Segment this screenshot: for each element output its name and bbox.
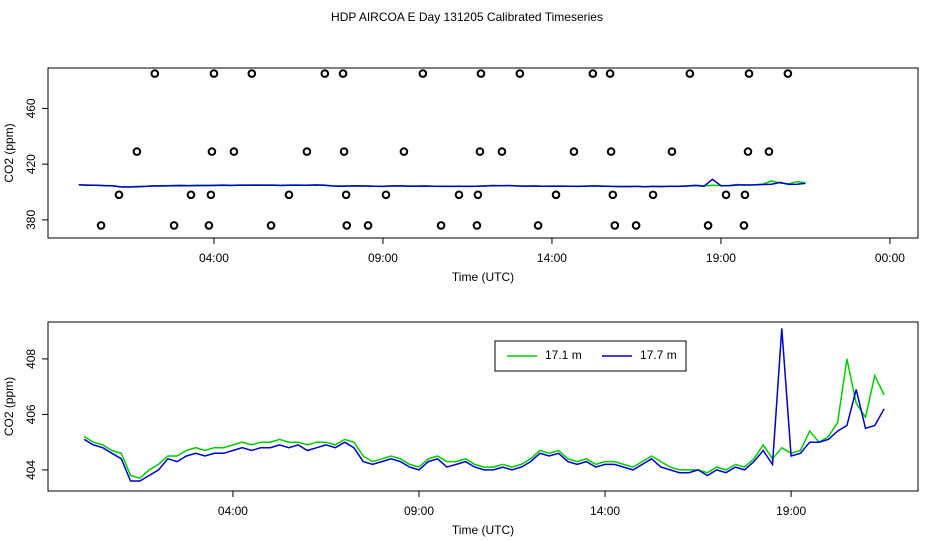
point [685,69,695,78]
point [302,147,312,156]
x-tick-label: 00:00 [875,251,905,265]
point [186,190,196,200]
chart-title: HDP AIRCOA E Day 131205 Calibrated Times… [331,10,603,24]
point [454,190,464,200]
point [610,221,620,230]
plot-frame [47,321,919,492]
point [363,221,373,230]
plot-frame [47,67,919,239]
point [418,69,428,78]
y-axis-label: CO2 (ppm) [2,123,16,182]
y-tick-label: 420 [24,154,38,174]
point [132,147,142,156]
point [743,147,753,156]
point [114,190,124,200]
y-tick-label: 408 [24,349,38,369]
x-tick-label: 19:00 [706,251,736,265]
legend-label: 17.7 m [640,348,677,362]
legend-box [494,340,687,372]
x-axis-label: Time (UTC) [452,270,514,284]
point [96,221,106,230]
point [740,190,750,200]
point [150,69,160,78]
point [721,190,731,200]
point [648,190,658,200]
point [229,147,239,156]
point [284,190,294,200]
point [476,69,486,78]
point [399,147,409,156]
series-line [78,178,806,188]
point [339,147,349,156]
y-tick-label: 406 [24,404,38,424]
point [342,221,352,230]
point [209,69,219,78]
point [703,221,713,230]
point [473,190,483,200]
point [472,221,482,230]
x-tick-label: 09:00 [368,251,398,265]
point [744,69,754,78]
point [266,221,276,230]
x-tick-label: 04:00 [218,504,248,518]
point [569,147,579,156]
point [320,69,330,78]
legend-label: 17.1 m [545,348,582,362]
series-line [83,328,885,482]
point [533,221,543,230]
y-axis-label: CO2 (ppm) [2,377,16,436]
point [667,147,677,156]
point [515,69,525,78]
x-tick-label: 14:00 [590,504,620,518]
x-tick-label: 14:00 [537,251,567,265]
point [206,190,216,200]
y-tick-label: 404 [24,460,38,480]
point [475,147,485,156]
point [169,221,179,230]
point [341,190,351,200]
point [764,147,774,156]
point [739,221,749,230]
y-tick-label: 380 [24,210,38,230]
x-axis-label: Time (UTC) [452,523,514,537]
point [247,69,257,78]
point [381,190,391,200]
point [497,147,507,156]
x-tick-label: 09:00 [404,504,434,518]
point [588,69,598,78]
point [631,221,641,230]
series-line [83,358,885,480]
point [783,69,793,78]
point [207,147,217,156]
point [204,221,214,230]
point [551,190,561,200]
point [608,190,618,200]
x-tick-label: 19:00 [776,504,806,518]
point [436,221,446,230]
y-tick-label: 460 [24,98,38,118]
point [605,69,615,78]
x-tick-label: 04:00 [199,251,229,265]
point [606,147,616,156]
point [338,69,348,78]
